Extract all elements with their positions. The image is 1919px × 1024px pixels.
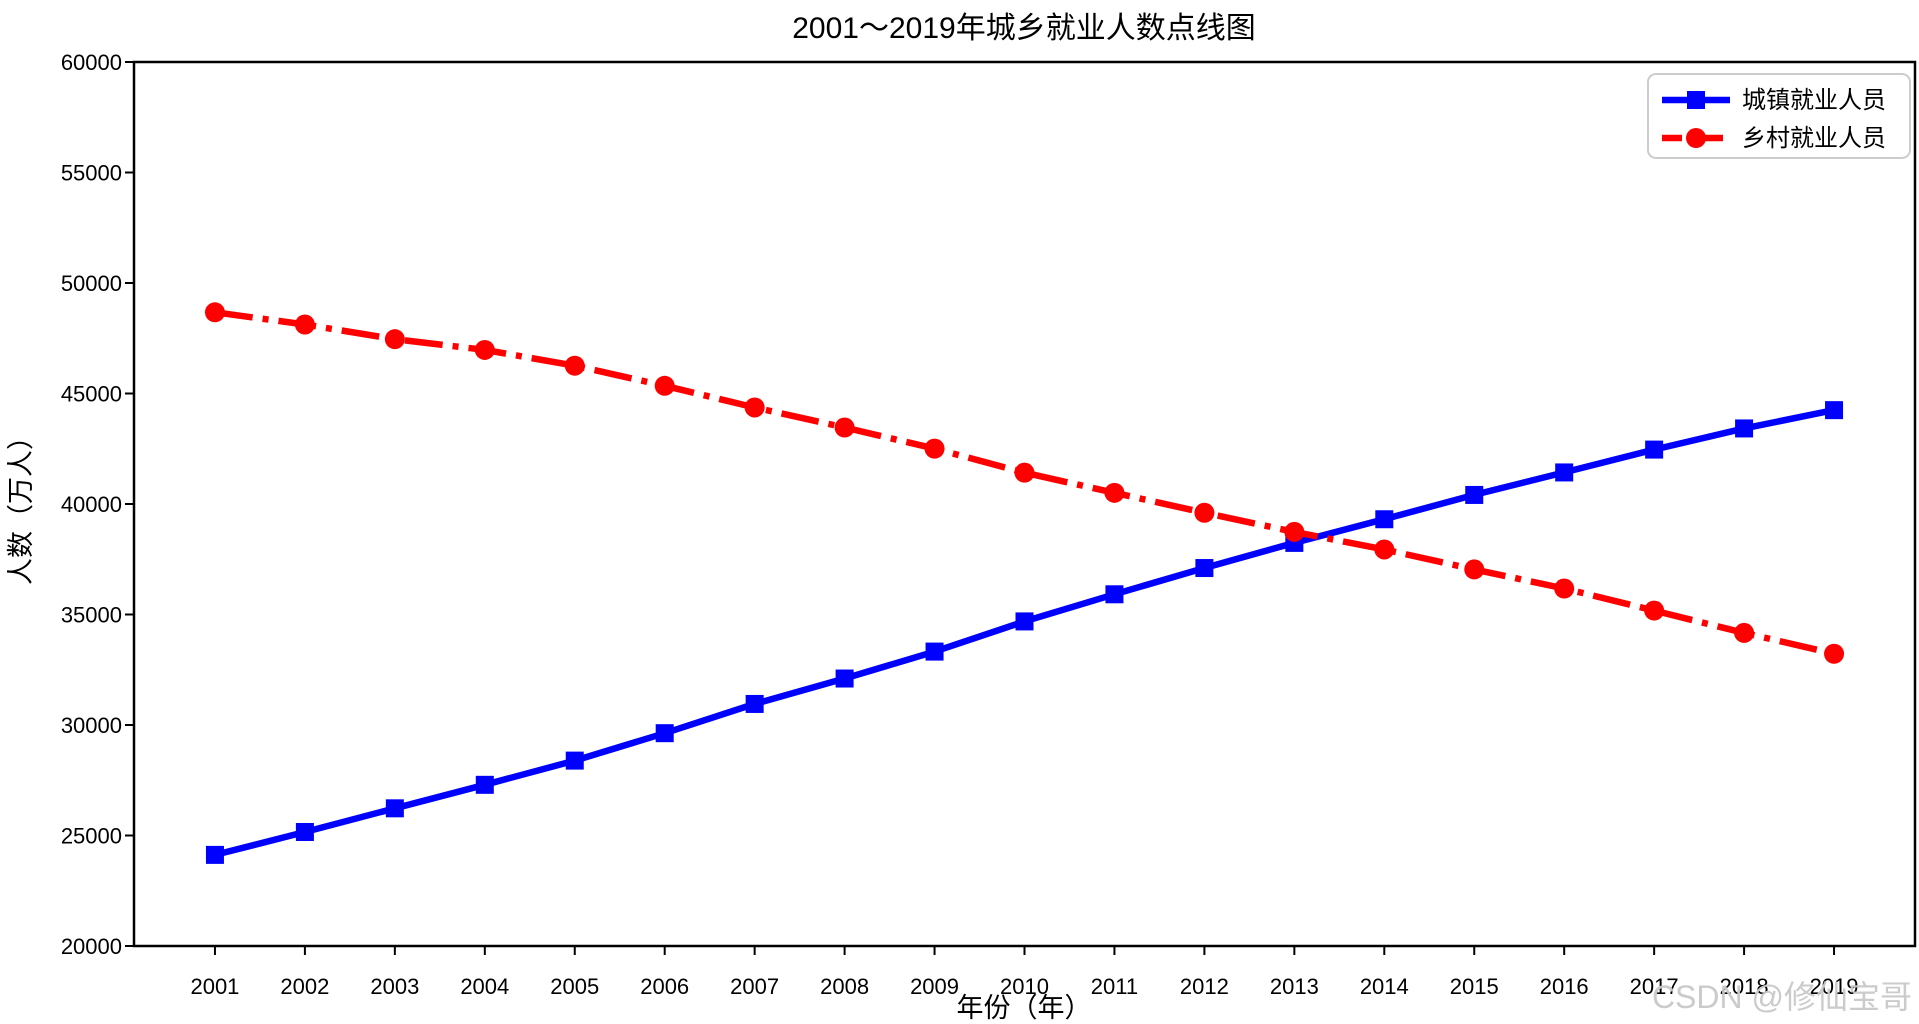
x-tick-label: 2015 xyxy=(1450,974,1499,999)
data-point-circle xyxy=(294,314,315,335)
data-point-square xyxy=(205,845,224,864)
x-tick-label: 2005 xyxy=(550,974,599,999)
x-axis-label: 年份（年） xyxy=(957,993,1092,1023)
y-tick-label: 45000 xyxy=(61,382,122,407)
data-point-circle xyxy=(204,302,225,323)
chart-title: 2001～2019年城乡就业人数点线图 xyxy=(792,12,1255,45)
data-point-circle xyxy=(1464,559,1485,580)
x-tick-label: 2013 xyxy=(1270,974,1319,999)
y-tick-label: 60000 xyxy=(61,50,122,75)
data-point-square xyxy=(385,799,404,818)
watermark: CSDN @修仙宝哥 xyxy=(1652,979,1912,1015)
x-tick-label: 2014 xyxy=(1360,974,1409,999)
data-point-circle xyxy=(1374,539,1395,560)
x-tick-label: 2012 xyxy=(1180,974,1229,999)
data-point-square xyxy=(1735,419,1754,438)
y-axis-label: 人数（万人） xyxy=(6,423,36,585)
data-point-square xyxy=(475,775,494,794)
x-tick-label: 2008 xyxy=(820,974,869,999)
x-tick-label: 2006 xyxy=(640,974,689,999)
plot-layer: 2001 2002 2003 2004 2005 2006 2007 2008 2009 2010… xyxy=(61,50,1859,999)
data-point-circle xyxy=(924,438,945,459)
data-point-square xyxy=(1825,401,1844,420)
x-tick-label: 2010 xyxy=(1000,974,1049,999)
x-tick-label: 2007 xyxy=(730,974,779,999)
data-point-square xyxy=(295,822,314,841)
x-tick-label: 2002 xyxy=(280,974,329,999)
legend: 城镇就业人员 乡村就业人员 xyxy=(1647,73,1911,159)
legend-square-marker xyxy=(1687,91,1705,109)
data-point-circle xyxy=(1734,622,1755,643)
data-point-circle xyxy=(1194,502,1215,523)
data-point-square xyxy=(565,751,584,770)
data-point-circle xyxy=(1824,643,1845,664)
data-point-square xyxy=(1105,585,1124,604)
data-point-circle xyxy=(744,397,765,418)
x-tick-label: 2019 xyxy=(1810,974,1859,999)
data-point-square xyxy=(1645,440,1664,459)
y-tick-label: 55000 xyxy=(61,161,122,186)
data-point-circle xyxy=(1554,578,1575,599)
data-point-circle xyxy=(654,375,675,396)
y-tick-label: 50000 xyxy=(61,271,122,296)
plot-border xyxy=(132,60,1917,948)
data-point-square xyxy=(1375,510,1394,529)
y-tick-label: 25000 xyxy=(61,824,122,849)
data-point-square xyxy=(655,724,674,743)
data-point-circle xyxy=(384,329,405,350)
data-point-circle xyxy=(834,417,855,438)
data-point-square xyxy=(1015,612,1034,631)
data-point-square xyxy=(1465,485,1484,504)
x-tick-label: 2009 xyxy=(910,974,959,999)
data-point-square xyxy=(1555,463,1574,482)
data-point-square xyxy=(835,669,854,688)
data-point-square xyxy=(1195,559,1214,578)
data-point-circle xyxy=(474,339,495,360)
x-tick-label: 2004 xyxy=(460,974,509,999)
legend-circle-marker xyxy=(1686,128,1706,148)
x-tick-label: 2003 xyxy=(370,974,419,999)
y-tick-label: 35000 xyxy=(61,603,122,628)
data-point-circle xyxy=(1644,600,1665,621)
y-tick-label: 20000 xyxy=(61,934,122,959)
data-point-circle xyxy=(1104,482,1125,503)
legend-label-rural: 乡村就业人员 xyxy=(1742,125,1886,152)
data-point-circle xyxy=(1284,521,1305,542)
x-tick-label: 2001 xyxy=(190,974,239,999)
y-tick-label: 30000 xyxy=(61,713,122,738)
legend-label-urban: 城镇就业人员 xyxy=(1742,87,1886,114)
legend-entry-rural: 乡村就业人员 xyxy=(1662,125,1886,152)
legend-entry-urban: 城镇就业人员 xyxy=(1662,87,1886,114)
data-point-circle xyxy=(1014,462,1035,483)
data-point-circle xyxy=(564,355,585,376)
x-tick-label: 2011 xyxy=(1091,974,1138,999)
data-point-square xyxy=(925,642,944,661)
data-point-square xyxy=(745,694,764,713)
x-tick-label: 2018 xyxy=(1720,974,1769,999)
y-tick-label: 40000 xyxy=(61,492,122,517)
x-tick-label: 2016 xyxy=(1540,974,1589,999)
x-tick-label: 2017 xyxy=(1630,974,1679,999)
